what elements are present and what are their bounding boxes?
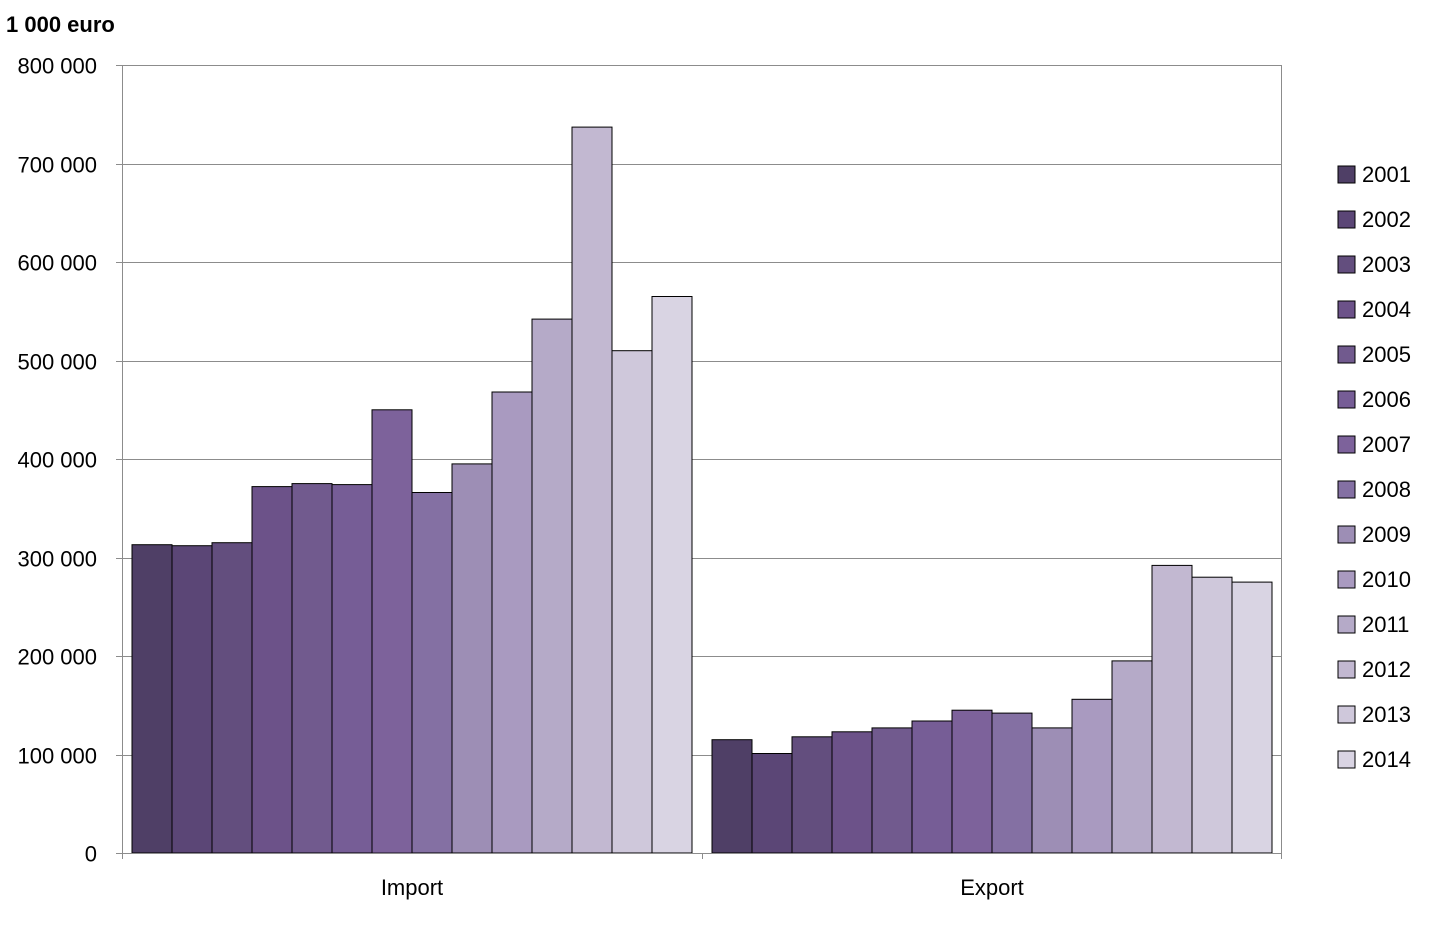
legend-swatch xyxy=(1337,570,1356,589)
legend-swatch xyxy=(1337,210,1356,229)
legend-label: 2007 xyxy=(1362,432,1411,457)
legend-swatch xyxy=(1337,345,1356,364)
bar-export-2013 xyxy=(1191,576,1233,854)
bar-import-2012 xyxy=(571,126,613,854)
legend-swatch xyxy=(1337,255,1356,274)
legend-swatch xyxy=(1337,300,1356,319)
y-tick-label: 100 000 xyxy=(17,744,97,769)
bar-import-2001 xyxy=(131,544,173,854)
legend-label: 2006 xyxy=(1362,387,1411,412)
y-tick-label: 500 000 xyxy=(17,350,97,375)
bar-export-2011 xyxy=(1111,660,1153,854)
bar-import-2006 xyxy=(331,484,373,854)
bar-import-2009 xyxy=(451,463,493,854)
legend-swatch xyxy=(1337,165,1356,184)
bar-export-2003 xyxy=(791,736,833,854)
bar-export-2008 xyxy=(991,712,1033,854)
legend-swatch xyxy=(1337,390,1356,409)
bar-import-2014 xyxy=(651,296,693,854)
bar-export-2007 xyxy=(951,709,993,854)
legend-label: 2005 xyxy=(1362,342,1411,367)
y-tick-label: 400 000 xyxy=(17,448,97,473)
axes xyxy=(122,65,1282,859)
legend-label: 2011 xyxy=(1362,612,1409,637)
legend-label: 2012 xyxy=(1362,657,1411,682)
legend: 2001 2002 2003 2004 2005 2006 2007 2008 2009 2010… xyxy=(1337,162,1411,772)
bar-import-2005 xyxy=(291,483,333,854)
bar-export-2014 xyxy=(1231,581,1273,854)
legend-label: 2002 xyxy=(1362,207,1411,232)
legend-label: 2001 xyxy=(1362,162,1411,187)
y-axis-ticks: 0 100 000 200 000 300 000 400 000 500 000 600 … xyxy=(17,54,122,867)
legend-swatch xyxy=(1337,480,1356,499)
bar-import-2008 xyxy=(411,492,453,854)
x-axis-categories: Import Export xyxy=(381,875,1024,900)
legend-swatch xyxy=(1337,615,1356,634)
legend-label: 2003 xyxy=(1362,252,1411,277)
x-category-label: Import xyxy=(381,875,443,900)
bar-export-2012 xyxy=(1151,564,1193,854)
legend-swatch xyxy=(1337,750,1356,769)
y-tick-label: 700 000 xyxy=(17,153,97,178)
bar-export-2006 xyxy=(911,720,953,854)
y-tick-label: 0 xyxy=(85,842,97,867)
legend-swatch xyxy=(1337,435,1356,454)
bar-import-2010 xyxy=(491,391,533,854)
y-tick-label: 600 000 xyxy=(17,251,97,276)
x-category-label: Export xyxy=(960,875,1024,900)
y-tick-label: 800 000 xyxy=(17,54,97,79)
legend-swatch xyxy=(1337,705,1356,724)
bar-export-2002 xyxy=(751,753,793,854)
bars xyxy=(131,126,1273,854)
unit-label: 1 000 euro xyxy=(6,12,115,37)
legend-label: 2008 xyxy=(1362,477,1411,502)
legend-label: 2014 xyxy=(1362,747,1411,772)
legend-label: 2013 xyxy=(1362,702,1411,727)
bar-import-2004 xyxy=(251,486,293,854)
bar-import-2011 xyxy=(531,318,573,854)
bar-export-2001 xyxy=(711,739,753,854)
bar-import-2007 xyxy=(371,409,413,854)
bar-export-2005 xyxy=(871,727,913,854)
legend-label: 2009 xyxy=(1362,522,1411,547)
bar-export-2004 xyxy=(831,731,873,854)
legend-label: 2010 xyxy=(1362,567,1411,592)
bar-import-2003 xyxy=(211,542,253,854)
legend-label: 2004 xyxy=(1362,297,1411,322)
y-tick-label: 200 000 xyxy=(17,645,97,670)
bar-export-2009 xyxy=(1031,727,1073,854)
bar-export-2010 xyxy=(1071,698,1113,854)
y-tick-label: 300 000 xyxy=(17,547,97,572)
legend-swatch xyxy=(1337,525,1356,544)
legend-swatch xyxy=(1337,660,1356,679)
bar-import-2002 xyxy=(171,545,213,854)
bar-import-2013 xyxy=(611,350,653,854)
